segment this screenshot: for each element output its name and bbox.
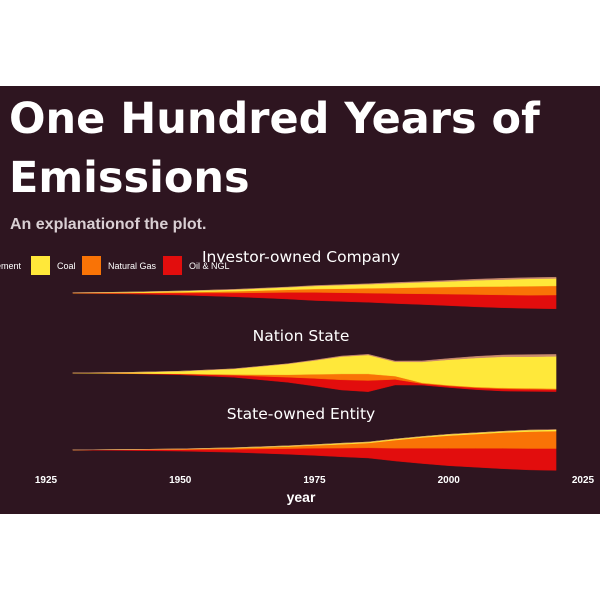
chart-subtitle: An explanationof the plot. [10,216,206,233]
legend-item-ement: ement [0,261,22,271]
x-tick-1950: 1950 [169,475,192,486]
facet-nation-state: Nation State [72,327,557,392]
streamgraph-chart: One Hundred Years of Emissions An explan… [0,94,595,505]
chart-title-line-1: One Hundred Years of [9,94,541,144]
chart-title-line-2: Emissions [9,153,250,203]
facet-state-owned-entity: State-owned Entity [72,405,557,471]
legend-item-coal: Coal [31,256,76,275]
chart-panel: One Hundred Years of Emissions An explan… [0,86,600,514]
x-axis: 1925 1950 1975 2000 2025 [35,475,595,486]
facet-label-investor-owned-company: Investor-owned Company [202,248,400,266]
legend-label-natural-gas: Natural Gas [108,261,157,271]
legend-item-oil-ngl: Oil & NGL [163,256,230,275]
area-state-owned-entity-cement [72,429,557,451]
legend-label-oil-ngl: Oil & NGL [189,261,230,271]
x-tick-1975: 1975 [303,475,326,486]
legend-swatch-natural-gas [82,256,101,275]
facets: Investor-owned Company Nation State State-… [72,248,557,471]
legend-item-natural-gas: Natural Gas [82,256,157,275]
legend-swatch-coal [31,256,50,275]
legend-swatch-oil-ngl [163,256,182,275]
area-state-owned-entity-oil-ngl [72,447,557,471]
facet-label-state-owned-entity: State-owned Entity [227,405,375,423]
legend-label-ement: ement [0,261,22,271]
x-tick-1925: 1925 [35,475,58,486]
area-investor-owned-company-cement [72,276,557,293]
area-nation-state-cement [72,354,557,374]
legend-label-coal: Coal [57,261,76,271]
x-tick-2000: 2000 [438,475,461,486]
facet-investor-owned-company: Investor-owned Company [72,248,557,310]
area-state-owned-entity-natural-gas [72,430,557,451]
legend: ement Coal Natural Gas Oil & NGL [0,256,230,275]
facet-label-nation-state: Nation State [253,327,350,345]
area-investor-owned-company-oil-ngl [72,292,557,310]
x-axis-label: year [287,489,316,505]
x-tick-2025: 2025 [572,475,595,486]
